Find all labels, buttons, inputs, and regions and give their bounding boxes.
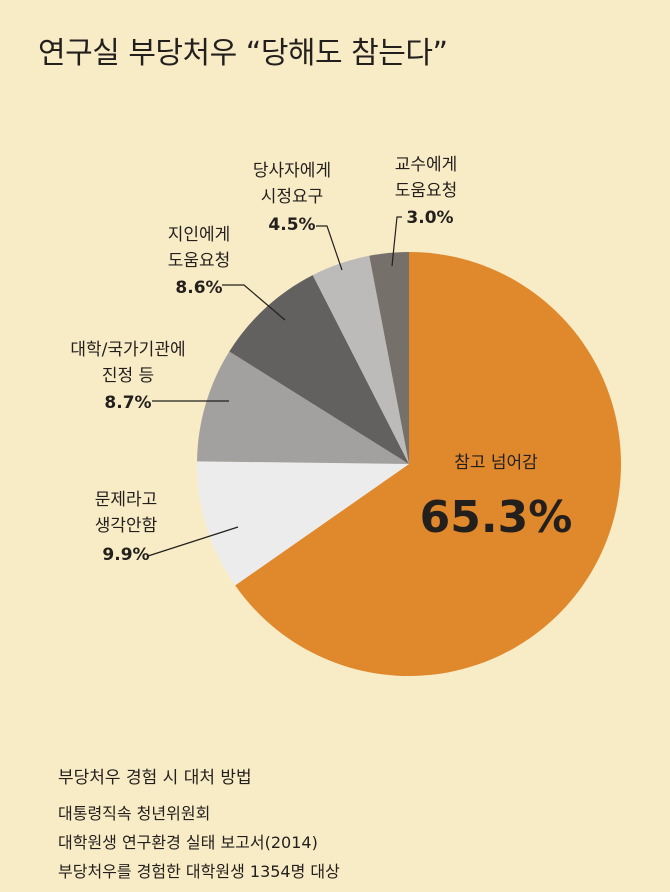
note-heading: 부당처우 경험 시 대처 방법	[58, 768, 252, 788]
pie-slice	[235, 252, 621, 676]
slice-value-label: 65.3%	[420, 492, 573, 543]
leader-line	[222, 284, 286, 321]
source-line: 부당처우를 경험한 대학원생 1354명 대상	[58, 862, 340, 881]
slice-label: 진정 등	[102, 366, 154, 386]
slice-label: 도움요청	[395, 181, 458, 201]
slice-label: 생각안함	[95, 516, 158, 536]
slice-label: 당사자에게	[253, 161, 331, 181]
source-note: 부당처우 경험 시 대처 방법 대통령직속 청년위원회 대학원생 연구환경 실태…	[58, 764, 340, 886]
leader-line	[391, 216, 402, 267]
slice-value-label: 8.6%	[175, 278, 222, 298]
leader-line	[147, 526, 239, 557]
slice-label: 대학/국가기관에	[70, 340, 185, 360]
pie-slice	[197, 351, 409, 464]
slice-value-label: 4.5%	[268, 215, 315, 235]
slice-label: 참고 넘어감	[454, 453, 538, 473]
pie-slice	[229, 275, 409, 464]
slice-label: 교수에게	[395, 155, 458, 175]
slice-value-label: 8.7%	[104, 393, 151, 413]
pie-slice	[197, 461, 409, 586]
source-line: 대통령직속 청년위원회	[58, 804, 211, 823]
source-line: 대학원생 연구환경 실태 보고서(2014)	[58, 833, 318, 852]
chart-title: 연구실 부당처우 “당해도 참는다”	[38, 36, 448, 71]
pie-slice	[312, 255, 409, 464]
pie-slice	[369, 252, 409, 464]
slice-label: 도움요청	[168, 251, 231, 271]
slice-value-label: 9.9%	[102, 545, 149, 565]
slice-value-label: 3.0%	[406, 208, 453, 228]
slice-label: 문제라고	[95, 490, 158, 510]
slice-label: 지인에게	[168, 225, 231, 245]
leader-line	[316, 225, 343, 271]
slice-label: 시정요구	[261, 187, 324, 207]
